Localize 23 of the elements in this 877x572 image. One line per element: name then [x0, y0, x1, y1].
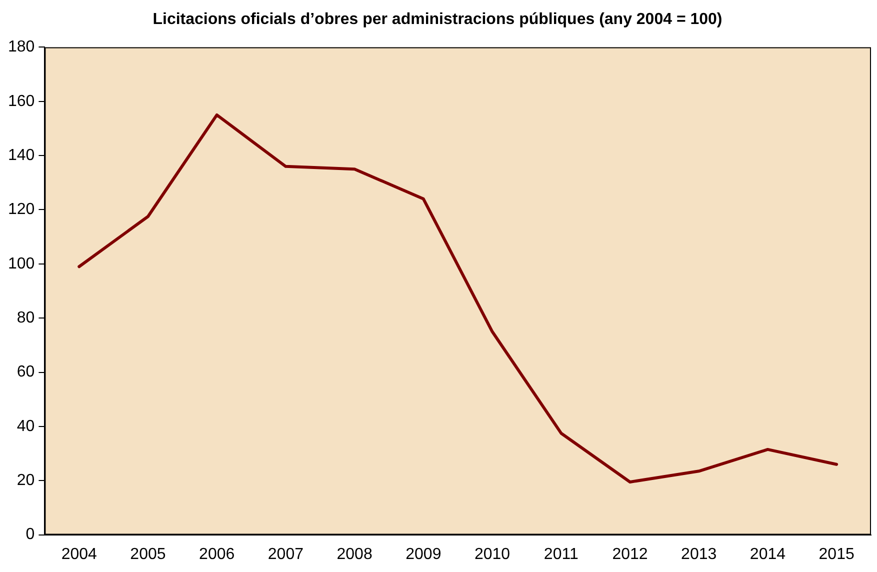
x-tick-label: 2012 — [612, 546, 648, 563]
x-tick-label: 2005 — [130, 546, 166, 563]
y-tick-label: 160 — [8, 92, 35, 110]
y-tick-label: 180 — [8, 38, 35, 56]
y-tick-label: 60 — [16, 364, 35, 381]
x-tick-label: 2004 — [61, 546, 98, 563]
y-tick-label: 20 — [16, 472, 35, 490]
x-tick-label: 2008 — [336, 546, 372, 563]
y-tick-label: 80 — [16, 309, 35, 326]
x-tick-label: 2009 — [406, 546, 442, 563]
y-tick-label: 40 — [16, 418, 35, 435]
x-tick-label: 2006 — [199, 546, 235, 563]
x-tick-label: 2010 — [474, 546, 510, 563]
chart-title: Licitacions oficials d’obres per administracions públiques (any 2004 = 100) — [152, 11, 722, 28]
x-tick-label: 2007 — [268, 546, 304, 563]
x-tick-label: 2013 — [681, 546, 717, 563]
x-tick-label: 2011 — [544, 546, 578, 563]
x-tick-label: 2015 — [818, 546, 854, 563]
y-tick-label: 0 — [26, 526, 35, 544]
y-tick-label: 120 — [8, 201, 35, 218]
y-tick-label: 140 — [8, 146, 35, 164]
x-tick-label: 2014 — [750, 546, 786, 563]
y-tick-label: 100 — [8, 255, 35, 272]
